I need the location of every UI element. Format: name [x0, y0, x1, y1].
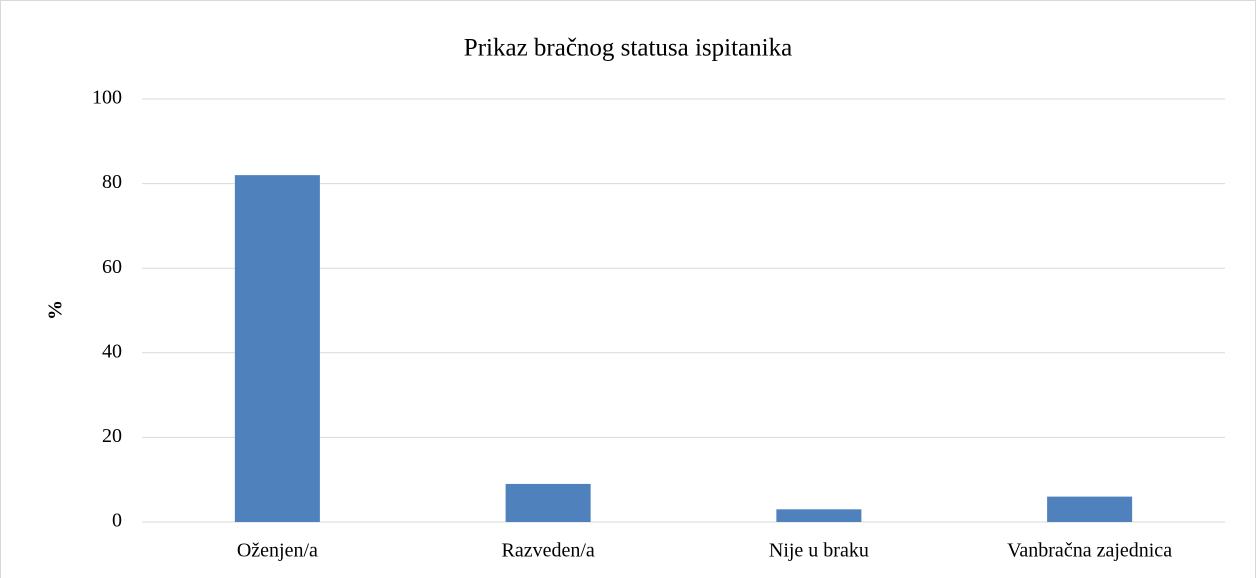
x-tick-label: Nije u braku [769, 540, 869, 562]
y-tick-label: 60 [102, 256, 122, 278]
x-tick-label: Oženjen/a [237, 540, 318, 562]
bar [776, 509, 862, 522]
y-tick-label: 100 [92, 87, 122, 109]
y-tick-label: 80 [102, 171, 122, 193]
bar [1047, 496, 1133, 522]
chart-title: Prikaz bračnog statusa ispitanika [464, 35, 792, 62]
y-tick-label: 0 [112, 510, 122, 532]
x-tick-label: Vanbračna zajednica [1007, 540, 1172, 562]
y-tick-label: 20 [102, 425, 122, 447]
y-axis-label: % [45, 300, 67, 320]
x-tick-label: Razveden/a [501, 540, 594, 562]
bar [234, 175, 320, 522]
bar [505, 483, 591, 522]
y-tick-label: 40 [102, 340, 122, 362]
